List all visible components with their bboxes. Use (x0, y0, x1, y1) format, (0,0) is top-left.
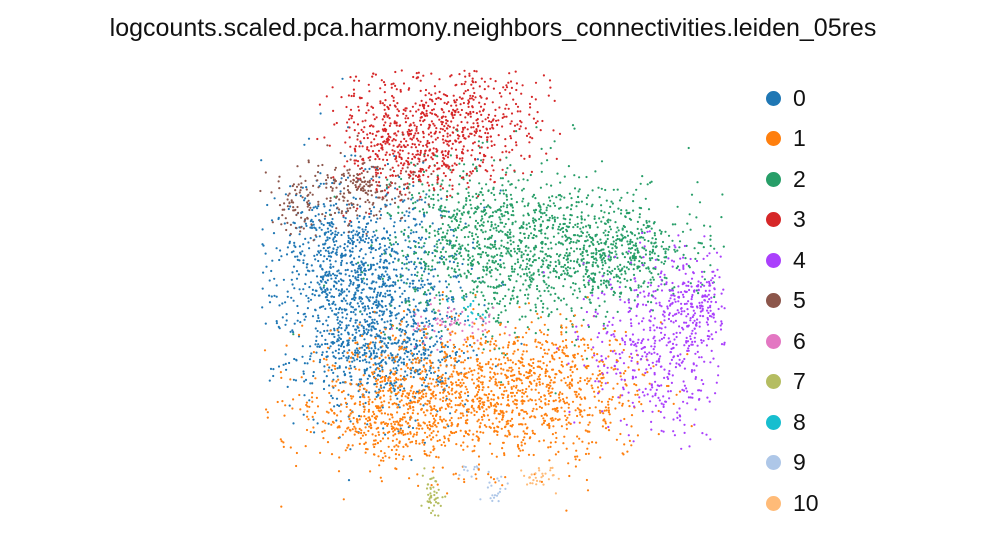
legend-label-4: 4 (793, 246, 806, 273)
legend-marker-1 (766, 131, 781, 147)
chart-title: logcounts.scaled.pca.harmony.neighbors_c… (109, 14, 877, 42)
legend-item-8: 8 (766, 402, 819, 443)
cluster-10-points (520, 466, 560, 495)
cluster-0-points (260, 77, 523, 482)
legend-label-3: 3 (793, 206, 806, 233)
cluster-9-points (458, 465, 509, 503)
legend-label-2: 2 (793, 165, 806, 192)
cluster-7-points (420, 467, 447, 517)
legend-marker-6 (766, 333, 781, 349)
legend-marker-7 (766, 374, 781, 390)
cluster-3-points (316, 69, 562, 223)
cluster-5-points (259, 134, 443, 242)
legend-marker-2 (766, 171, 781, 187)
legend-label-1: 1 (793, 125, 806, 152)
legend-marker-0 (766, 90, 781, 106)
legend: 0 1 2 3 4 5 6 7 8 9 10 (766, 78, 819, 524)
legend-marker-3 (766, 212, 781, 228)
legend-item-0: 0 (766, 78, 819, 119)
cluster-8-points (446, 296, 487, 327)
legend-marker-8 (766, 414, 781, 430)
legend-label-10: 10 (793, 489, 819, 516)
legend-item-6: 6 (766, 321, 819, 362)
legend-label-7: 7 (793, 368, 806, 395)
legend-item-1: 1 (766, 119, 819, 160)
legend-item-10: 10 (766, 483, 819, 524)
legend-item-9: 9 (766, 443, 819, 484)
legend-marker-5 (766, 293, 781, 309)
legend-item-2: 2 (766, 159, 819, 200)
legend-item-7: 7 (766, 362, 819, 403)
legend-marker-9 (766, 455, 781, 471)
cluster-6-points (391, 296, 511, 351)
cluster-4-points (542, 230, 726, 450)
legend-item-3: 3 (766, 200, 819, 241)
legend-item-5: 5 (766, 281, 819, 322)
cluster-1-points (263, 291, 693, 512)
legend-label-6: 6 (793, 327, 806, 354)
legend-label-0: 0 (793, 84, 806, 111)
cluster-2-points (292, 124, 725, 395)
legend-marker-10 (766, 495, 781, 511)
legend-label-5: 5 (793, 287, 806, 314)
legend-label-8: 8 (793, 408, 806, 435)
legend-label-9: 9 (793, 449, 806, 476)
legend-item-4: 4 (766, 240, 819, 281)
legend-marker-4 (766, 252, 781, 268)
